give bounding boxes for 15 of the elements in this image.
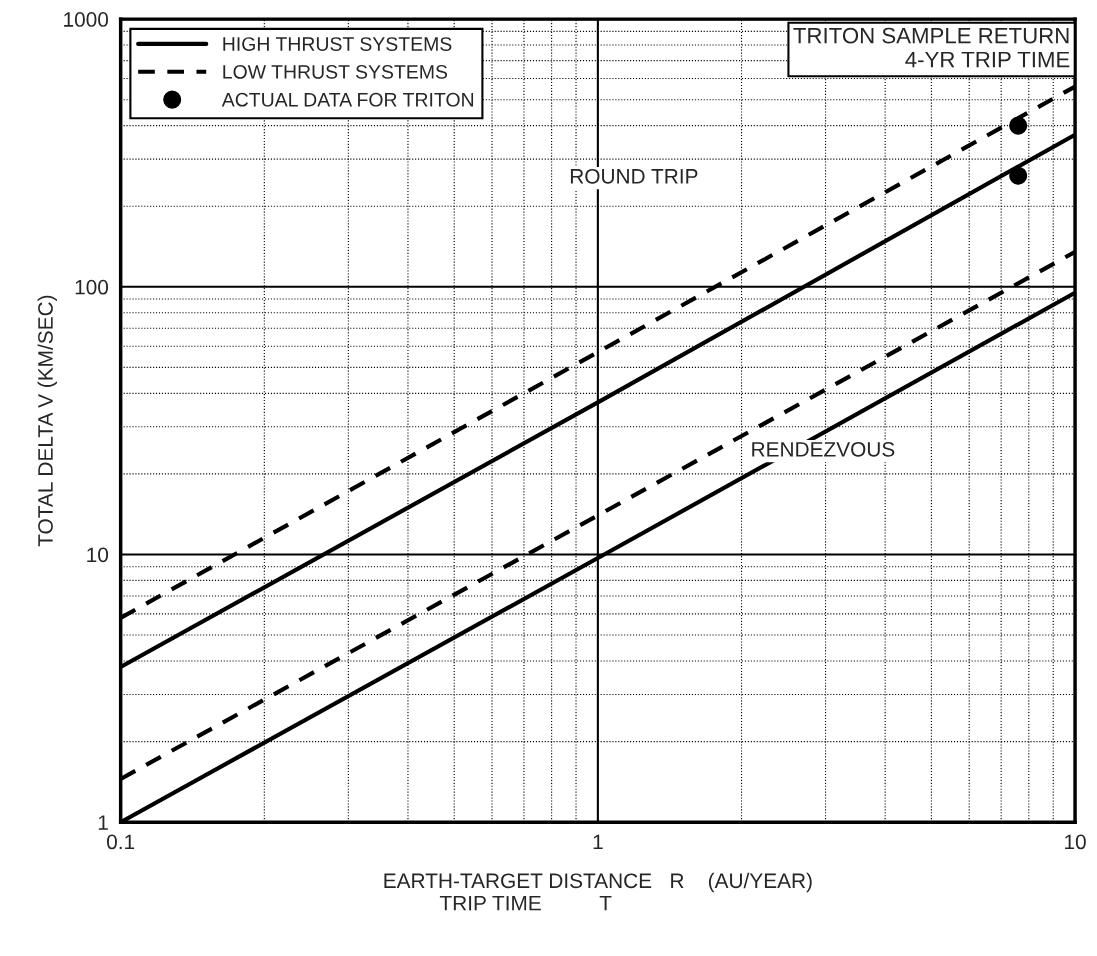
y-tick-label: 100	[75, 279, 109, 295]
y-tick-label: 1000	[64, 12, 109, 27]
annotation: TRITON SAMPLE RETURN 4-YR TRIP TIME	[793, 27, 1070, 68]
legend-label: LOW THRUST SYSTEMS	[223, 64, 448, 79]
x-tick-label: 10	[1065, 834, 1086, 850]
x-tick-label: 1	[593, 834, 603, 850]
legend-label: HIGH THRUST SYSTEMS	[223, 37, 452, 51]
y-tick-label: 1	[98, 815, 108, 830]
annotation: RENDEZVOUS	[752, 441, 895, 457]
annotation: ROUND TRIP	[570, 168, 698, 184]
y-tick-label: 10	[87, 547, 109, 563]
x-axis-title: EARTH-TARGET DISTANCE R (AU/YEAR) TRIP TIME T	[384, 872, 812, 911]
y-axis-title: TOTAL DELTA V (KM/SEC)	[37, 295, 57, 547]
legend-label: ACTUAL DATA FOR TRITON	[221, 92, 474, 107]
x-tick-label: 0.1	[107, 834, 135, 850]
